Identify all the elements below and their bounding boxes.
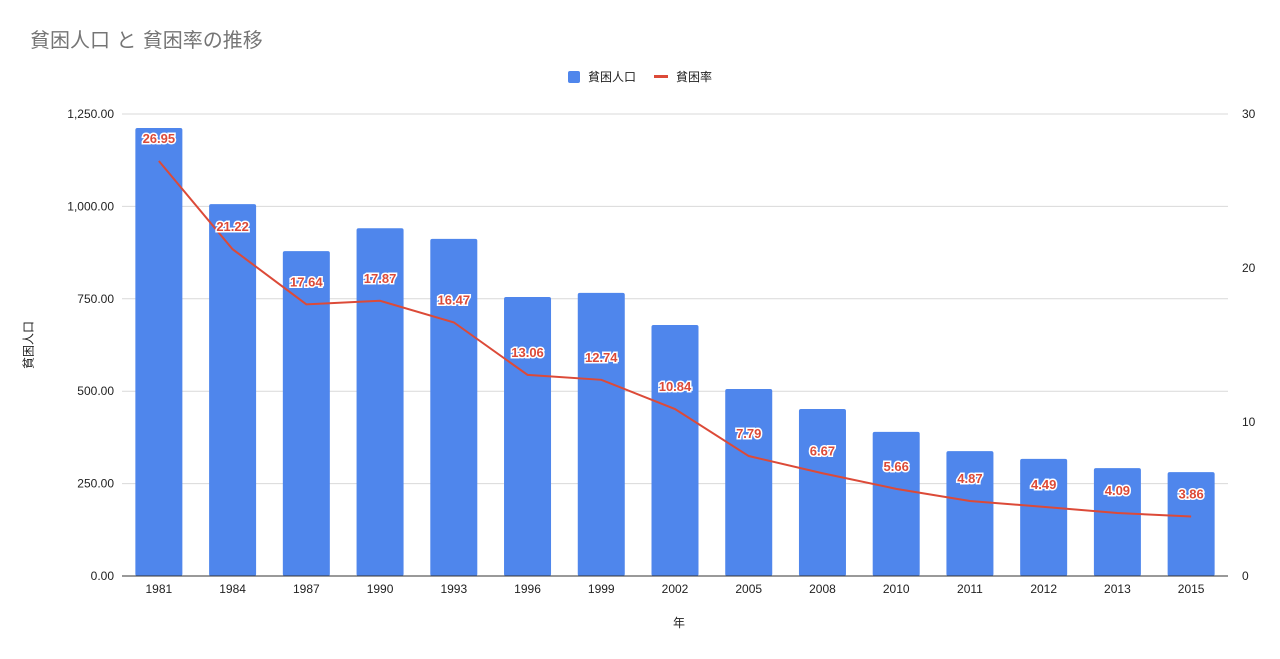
- x-axis-label: 年: [672, 616, 686, 630]
- bar: [798, 408, 846, 576]
- data-label: 3.86: [1178, 487, 1203, 502]
- data-label: 12.74: [585, 350, 618, 365]
- y2-tick-label: 0: [1242, 569, 1249, 583]
- x-tick-label: 2012: [1030, 582, 1057, 596]
- chart-title: 貧困人口 と 貧困率の推移: [30, 28, 263, 52]
- rate-line: [158, 160, 1192, 518]
- data-label: 5.66: [884, 459, 909, 474]
- bar: [135, 128, 183, 576]
- x-tick-label: 1993: [440, 582, 467, 596]
- data-label: 10.84: [659, 379, 692, 394]
- x-tick-label: 2002: [662, 582, 689, 596]
- data-label: 4.87: [957, 471, 982, 486]
- line-swatch-icon: [654, 75, 668, 78]
- bar: [1093, 468, 1141, 576]
- x-tick-label: 1999: [588, 582, 615, 596]
- data-label: 21.22: [216, 219, 249, 234]
- bar: [356, 228, 404, 576]
- bar: [577, 292, 625, 576]
- bar: [1167, 472, 1215, 576]
- x-tick-label: 1987: [293, 582, 320, 596]
- data-label: 6.67: [810, 443, 835, 458]
- y-tick-label: 1,250.00: [67, 107, 114, 121]
- data-label: 7.79: [736, 426, 761, 441]
- data-label: 16.47: [438, 292, 471, 307]
- x-tick-label: 2005: [735, 582, 762, 596]
- y-tick-label: 0.00: [91, 569, 115, 583]
- data-label: 4.09: [1105, 483, 1130, 498]
- x-tick-label: 1996: [514, 582, 541, 596]
- y-axis-label: 貧困人口: [21, 320, 36, 370]
- data-label: 13.06: [511, 345, 544, 360]
- x-tick-label: 1981: [146, 582, 173, 596]
- data-label: 26.95: [143, 131, 176, 146]
- bar: [946, 451, 994, 576]
- y2-tick-label: 10: [1242, 415, 1256, 429]
- bar: [504, 296, 552, 576]
- y-tick-label: 250.00: [77, 477, 114, 491]
- bar: [872, 431, 920, 576]
- x-tick-label: 2013: [1104, 582, 1131, 596]
- y-tick-label: 1,000.00: [67, 199, 114, 213]
- bar: [1020, 458, 1068, 576]
- bar: [209, 204, 257, 576]
- y2-tick-label: 20: [1242, 261, 1256, 275]
- y-tick-label: 750.00: [77, 292, 114, 306]
- y-tick-label: 500.00: [77, 384, 114, 398]
- x-tick-label: 2010: [883, 582, 910, 596]
- x-tick-label: 2008: [809, 582, 836, 596]
- x-tick-label: 1990: [367, 582, 394, 596]
- bar: [725, 388, 773, 576]
- legend-label-rate: 貧困率: [676, 70, 713, 84]
- legend-label-population: 貧困人口: [587, 70, 636, 84]
- x-tick-label: 2011: [957, 582, 983, 596]
- legend: 貧困人口 貧困率: [0, 68, 1280, 85]
- data-label: 17.64: [290, 274, 323, 289]
- legend-item-rate[interactable]: 貧困率: [654, 68, 712, 85]
- y2-tick-label: 30: [1242, 107, 1256, 121]
- bar: [282, 251, 330, 577]
- data-label: 17.87: [364, 271, 397, 286]
- data-label: 4.49: [1031, 477, 1056, 492]
- bar: [430, 238, 478, 576]
- bar: [651, 325, 699, 576]
- x-tick-label: 1984: [219, 582, 246, 596]
- x-tick-label: 2015: [1178, 582, 1205, 596]
- bar-swatch-icon: [567, 70, 580, 83]
- legend-item-population[interactable]: 貧困人口: [567, 68, 636, 85]
